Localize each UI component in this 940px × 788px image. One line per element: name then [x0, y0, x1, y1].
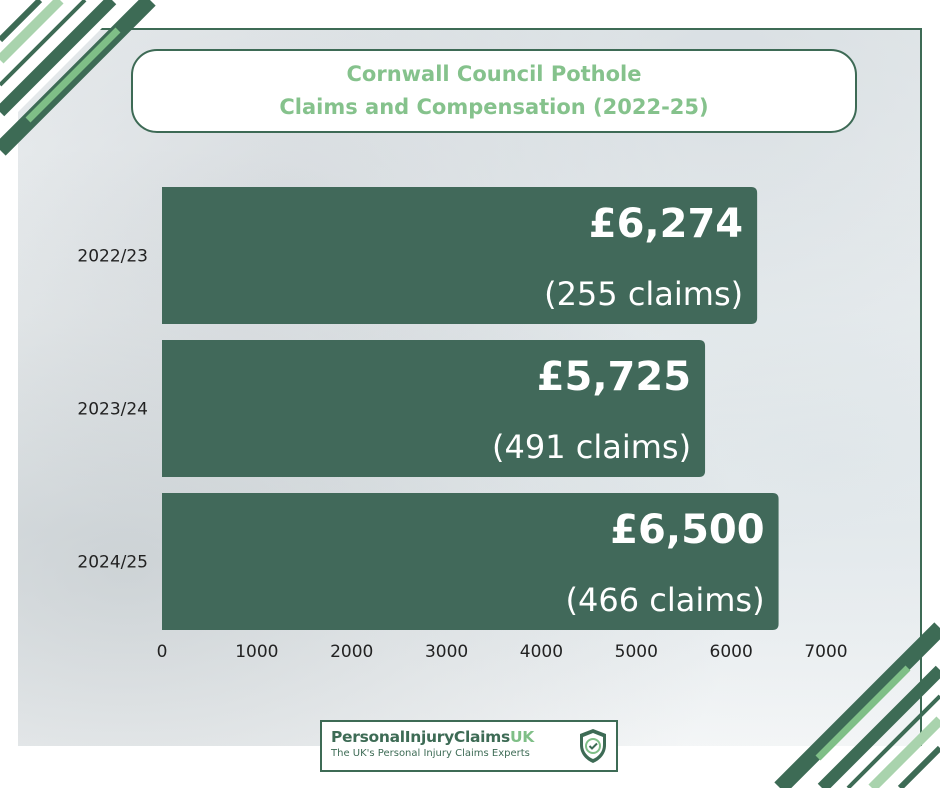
- category-label: 2024/25: [77, 553, 148, 573]
- title-line-1: Cornwall Council Pothole: [346, 62, 642, 86]
- x-tick-label: 7000: [804, 642, 847, 662]
- brand-logo: PersonalInjuryClaimsUK The UK's Personal…: [320, 720, 618, 772]
- x-tick-label: 5000: [615, 642, 658, 662]
- bar-2022-23: [162, 187, 758, 324]
- value-label: £5,725: [537, 354, 691, 400]
- x-tick-label: 1000: [235, 642, 278, 662]
- bar-2023-24: [162, 340, 706, 477]
- value-label: £6,274: [589, 201, 743, 247]
- claims-label: (466 claims): [566, 581, 765, 619]
- x-tick-label: 0: [157, 642, 168, 662]
- logo-name-uk: UK: [509, 728, 534, 746]
- corner-stripes-top-left: [0, 0, 156, 156]
- bar-2024-25: [162, 493, 779, 630]
- title-line-2: Claims and Compensation (2022-25): [279, 95, 709, 119]
- logo-name: PersonalInjuryClaims: [331, 728, 510, 746]
- claims-label: (491 claims): [492, 428, 691, 466]
- chart-title: Cornwall Council Pothole Claims and Comp…: [131, 49, 857, 133]
- value-label: £6,500: [610, 507, 764, 553]
- logo-tagline: The UK's Personal Injury Claims Experts: [331, 748, 530, 759]
- x-tick-label: 3000: [425, 642, 468, 662]
- x-tick-label: 4000: [520, 642, 563, 662]
- shield-check-icon: [580, 729, 606, 763]
- x-tick-label: 2000: [330, 642, 373, 662]
- photo-frame: [18, 28, 922, 746]
- corner-stripes-bottom-right: [774, 622, 940, 788]
- category-label: 2022/23: [77, 247, 148, 267]
- x-tick-label: 6000: [710, 642, 753, 662]
- claims-label: (255 claims): [544, 275, 743, 313]
- category-label: 2023/24: [77, 400, 148, 420]
